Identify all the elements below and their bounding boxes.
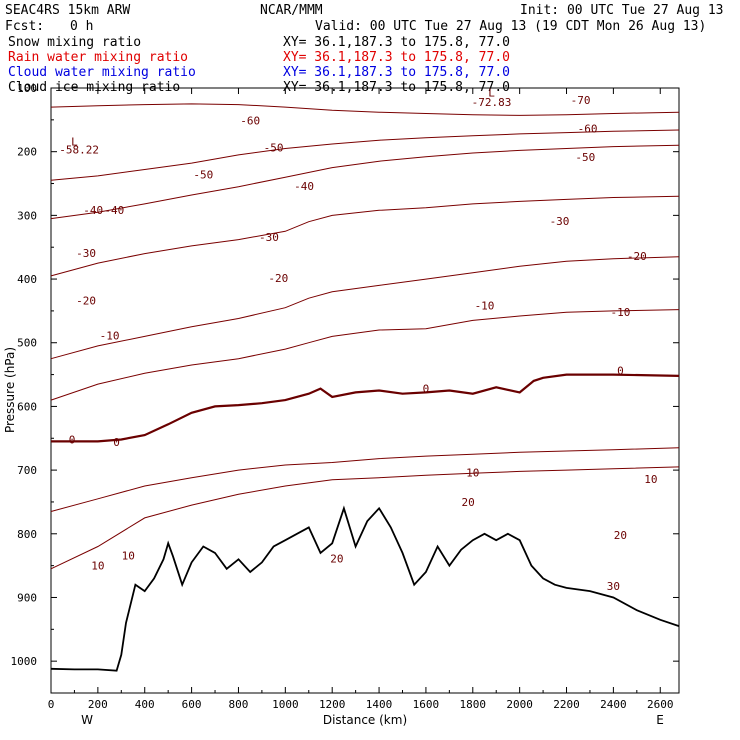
x-tick-label: 1000 <box>272 698 299 711</box>
y-tick-label: 100 <box>17 82 37 95</box>
extremum-label: -72.83 <box>472 96 512 109</box>
x-tick-label: 2400 <box>600 698 627 711</box>
fcst-value: 0 h <box>70 19 93 34</box>
y-tick-label: 700 <box>17 464 37 477</box>
contour-line <box>51 373 680 443</box>
x-axis-east-label: E <box>656 713 664 727</box>
y-tick-label: 600 <box>17 400 37 413</box>
x-tick-label: 1200 <box>319 698 346 711</box>
contour-label: 20 <box>330 552 343 565</box>
field-xy: XY= 36.1,187.3 to 175.8, 77.0 <box>283 50 510 65</box>
contour-label: 20 <box>461 496 474 509</box>
x-tick-label: 1400 <box>366 698 393 711</box>
y-tick-label: 1000 <box>11 655 38 668</box>
contour-labels: -60-60-50-50-50-40 -40-40-30-30-30-20-20-… <box>59 86 657 593</box>
contour-label: 10 <box>644 473 657 486</box>
x-tick-label: 400 <box>135 698 155 711</box>
x-axis: 0 200 400 600 800 1000 1200 1400 1600 1800 2000 220… <box>48 88 674 711</box>
contour-label: -10 <box>100 330 120 343</box>
contour-line <box>50 256 680 360</box>
contour-label: -50 <box>264 142 284 155</box>
contour-label: -60 <box>240 114 260 127</box>
contour-label: 30 <box>607 580 620 593</box>
field-name: Rain water mixing ratio <box>8 50 188 65</box>
field-xy: XY= 36.1,187.3 to 175.8, 77.0 <box>283 65 510 80</box>
contour-label: 20 <box>614 529 627 542</box>
field-name: Snow mixing ratio <box>8 35 141 50</box>
x-tick-label: 600 <box>182 698 202 711</box>
contour-label: -40 <box>83 204 103 217</box>
model-title: SEAC4RS 15km ARW <box>5 3 130 18</box>
x-tick-label: 2200 <box>553 698 580 711</box>
contour-label: -30 <box>76 247 96 260</box>
fcst-label: Fcst: <box>5 19 44 34</box>
chart-header: SEAC4RS 15km ARW NCAR/MMM Init: 00 UTC T… <box>5 3 724 95</box>
contour-line <box>50 309 680 401</box>
y-tick-label: 200 <box>17 146 37 159</box>
contour-label: 10 <box>466 467 479 480</box>
y-tick-label: 900 <box>17 591 37 604</box>
contour-label: -50 <box>575 151 595 164</box>
contour-label: -10 <box>475 300 495 313</box>
contour-label: 0 <box>617 365 624 378</box>
field-xy: XY= 36.1,187.3 to 175.8, 77.0 <box>283 35 510 50</box>
contour-label: -50 <box>193 168 213 181</box>
extremum-label: -70 <box>571 94 591 107</box>
contour-line <box>50 129 680 181</box>
center-label: NCAR/MMM <box>260 3 323 18</box>
y-tick-label: 500 <box>17 337 37 350</box>
y-tick-label: 800 <box>17 528 37 541</box>
contour-label: 0 <box>423 382 430 395</box>
valid-time: Valid: 00 UTC Tue 27 Aug 13 (19 CDT Mon … <box>315 19 706 34</box>
terrain-line <box>50 505 680 672</box>
x-tick-label: 800 <box>229 698 249 711</box>
contour-line <box>50 144 680 220</box>
y-tick-label: 300 <box>17 209 37 222</box>
contour-label: 0 <box>113 436 120 449</box>
extremum-label: -58.22 <box>59 144 99 157</box>
contour-label: 10 <box>91 560 104 573</box>
x-tick-label: 2000 <box>506 698 533 711</box>
extremum-label: L <box>71 135 78 148</box>
contour-line <box>50 195 680 277</box>
contour-line <box>50 447 680 512</box>
terrain-profile <box>50 505 680 672</box>
contour-lines <box>50 103 680 570</box>
contour-label: 10 <box>122 549 135 562</box>
x-axis-title: Distance (km) <box>323 713 407 727</box>
x-tick-label: 1800 <box>460 698 487 711</box>
contour-label: -10 <box>610 306 630 319</box>
contour-label: -20 <box>76 295 96 308</box>
extremum-label: L <box>488 86 495 99</box>
contour-label: 0 <box>69 433 76 446</box>
plot-frame <box>50 87 680 694</box>
contour-label: -40 <box>294 180 314 193</box>
y-axis-title: Pressure (hPa) <box>3 347 17 433</box>
contour-label: -30 <box>259 231 279 244</box>
y-tick-label: 400 <box>17 273 37 286</box>
x-tick-label: 200 <box>88 698 108 711</box>
x-tick-label: 2600 <box>647 698 674 711</box>
contour-label: -20 <box>268 272 288 285</box>
init-time: Init: 00 UTC Tue 27 Aug 13 <box>520 3 724 18</box>
x-axis-west-label: W <box>81 713 93 727</box>
contour-label: -20 <box>627 250 647 263</box>
contour-label: -30 <box>550 215 570 228</box>
field-name: Cloud water mixing ratio <box>8 65 196 80</box>
contour-label: -60 <box>578 123 598 136</box>
x-tick-label: 0 <box>48 698 55 711</box>
contour-line <box>50 103 680 116</box>
x-tick-label: 1600 <box>413 698 440 711</box>
contour-line <box>50 466 680 570</box>
contour-label: -40 <box>104 204 124 217</box>
